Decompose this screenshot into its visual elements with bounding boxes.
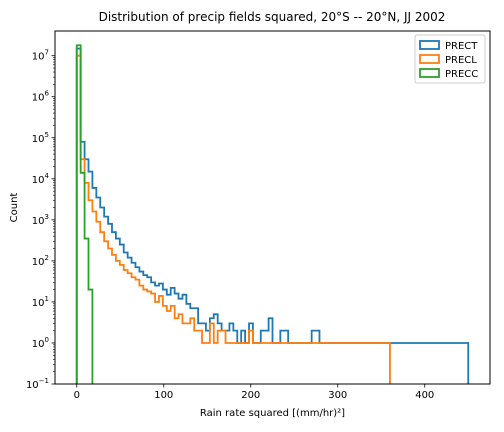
y-tick-label: 105 (32, 131, 49, 145)
y-tick-label: 107 (32, 49, 49, 63)
legend-label: PRECC (445, 69, 478, 80)
y-tick-label: 102 (32, 254, 49, 268)
series-layer (75, 44, 470, 384)
y-tick-label: 101 (32, 295, 49, 309)
y-tick-label: 106 (32, 90, 50, 104)
legend-swatch (419, 54, 440, 64)
y-tick-label: 100 (32, 336, 49, 350)
legend-label: PRECL (445, 55, 477, 66)
legend: PRECT PRECL PRECC (414, 34, 486, 84)
x-axis-label: Rain rate squared [(mm/hr)²] (200, 408, 345, 419)
x-axis-ticks: 0 100 200 300 400 (74, 384, 434, 401)
x-tick-label: 200 (241, 390, 260, 401)
y-tick-label: 103 (32, 213, 49, 227)
x-tick-label: 0 (74, 390, 80, 401)
chart-title: Distribution of precip fields squared, 2… (99, 10, 446, 24)
legend-swatch (419, 40, 440, 50)
y-axis-ticks: 10−1 100 101 102 103 104 105 106 107 (26, 49, 55, 391)
legend-box (414, 34, 486, 84)
y-axis-label: Count (9, 193, 20, 223)
y-tick-label: 10−1 (26, 377, 49, 391)
series-precl-step (75, 54, 391, 384)
x-tick-label: 400 (415, 390, 434, 401)
x-tick-label: 100 (154, 390, 173, 401)
y-tick-label: 104 (32, 172, 50, 186)
legend-swatch (419, 68, 440, 78)
series-precc-step (75, 44, 94, 384)
x-tick-label: 300 (328, 390, 347, 401)
legend-label: PRECT (445, 41, 478, 52)
series-prect-step (75, 47, 470, 384)
